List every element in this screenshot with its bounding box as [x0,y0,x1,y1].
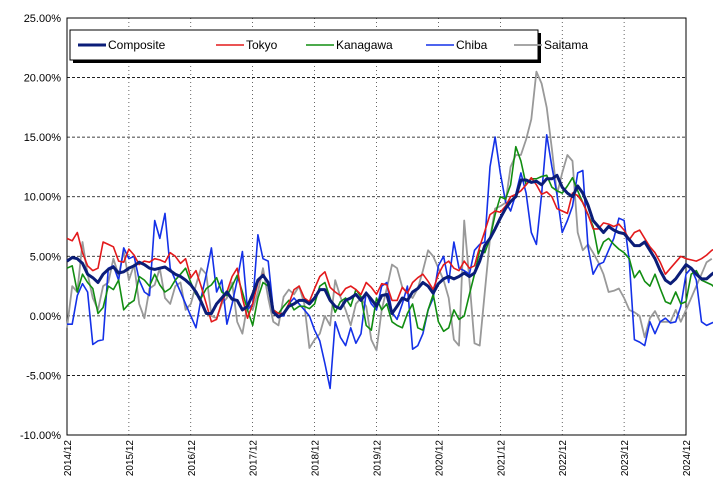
x-tick-label: 2022/12 [558,440,569,477]
x-tick-label: 2023/12 [620,440,631,477]
series-lines [66,70,713,390]
legend: Composite Tokyo Kanagawa Chiba Saitama [69,29,588,63]
legend-label-chiba: Chiba [456,38,488,52]
series-line-composite [66,173,713,319]
y-tick-label: 5.00% [30,251,61,263]
x-tick-label: 2014/12 [63,440,74,477]
y-tick-label: 20.00% [24,73,62,85]
x-tick-label: 2020/12 [434,440,445,477]
legend-label-saitama: Saitama [544,38,588,52]
series-line-kanagawa [66,145,713,333]
series-line-tokyo [66,176,713,323]
series-line-chiba [67,134,713,390]
y-tick-label: -5.00% [26,370,61,382]
legend-label-composite: Composite [108,38,166,52]
x-tick-label: 2017/12 [249,440,260,477]
series-line-saitama [66,70,713,352]
legend-label-tokyo: Tokyo [246,38,278,52]
y-tick-label: 25.00% [24,13,62,25]
x-tick-label: 2018/12 [311,440,322,477]
x-tick-label: 2019/12 [373,440,384,477]
y-tick-label: 0.00% [30,311,61,323]
x-tick-label: 2021/12 [496,440,507,477]
x-tick-labels: 2014/12 2015/12 2016/12 2017/12 2018/12 2019/… [63,440,693,477]
x-tick-label: 2016/12 [187,440,198,477]
x-tick-label: 2024/12 [682,440,693,477]
y-tick-label: 10.00% [24,192,62,204]
legend-label-kanagawa: Kanagawa [336,38,393,52]
plot-frame [66,17,687,436]
y-tick-labels: -10.00% -5.00% 0.00% 5.00% 10.00% 15.00% 20.00… [20,13,61,442]
y-tick-label: 15.00% [24,132,62,144]
x-tick-label: 2015/12 [125,440,136,477]
y-tick-label: -10.00% [20,430,61,442]
axes [66,17,687,436]
